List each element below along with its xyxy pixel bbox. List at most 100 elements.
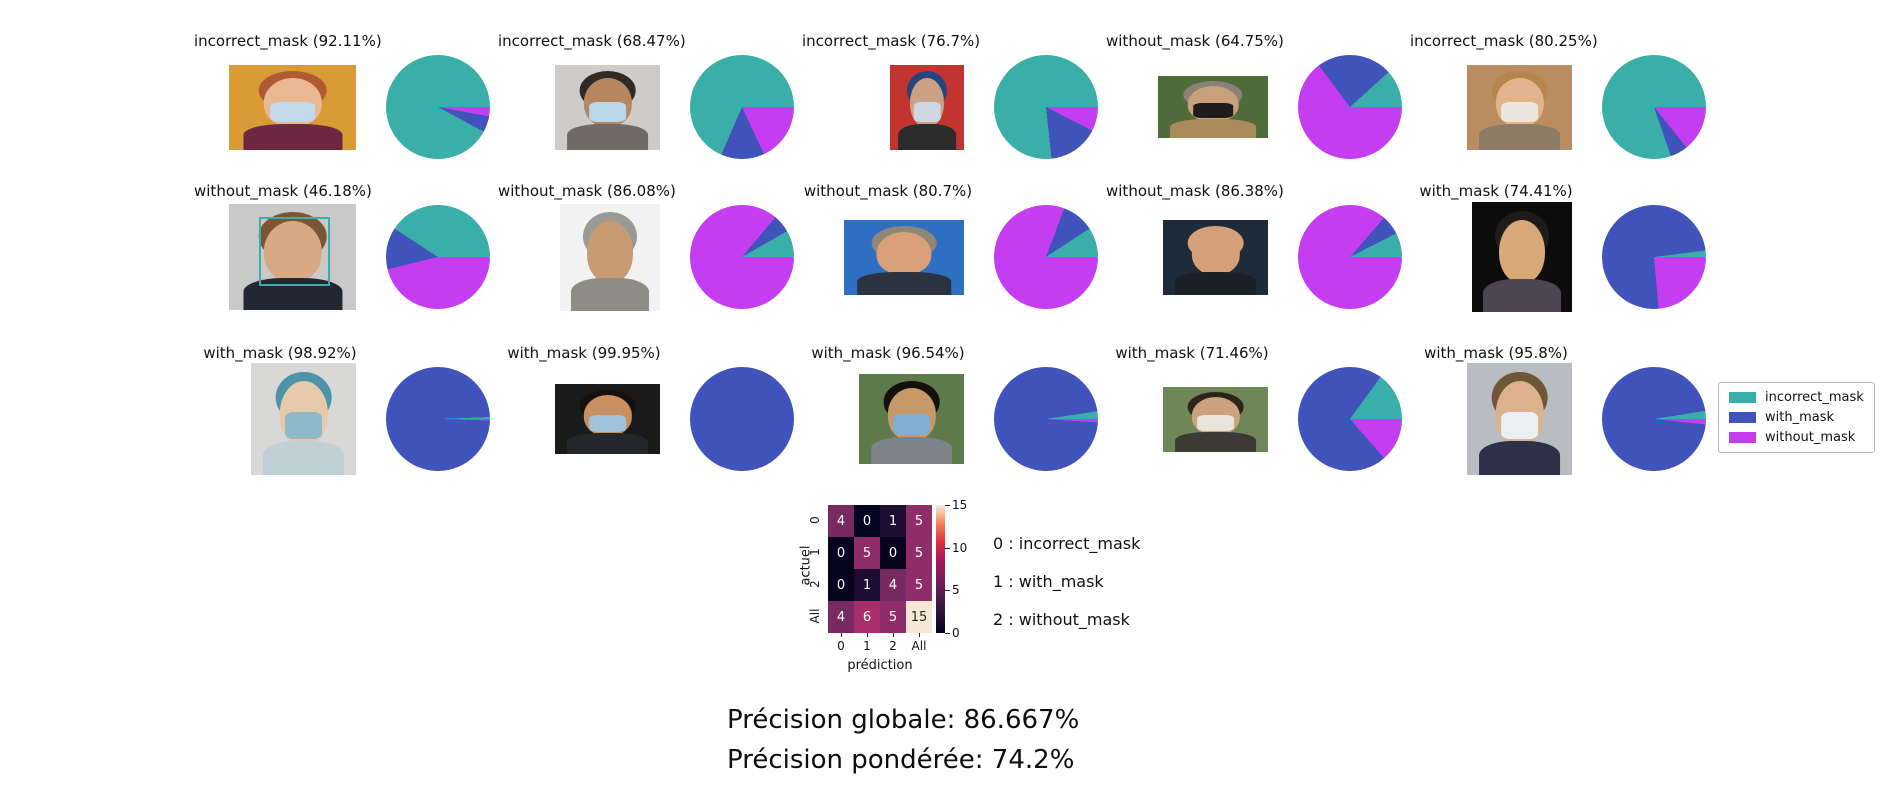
class-key: 0 : incorrect_mask 1 : with_mask 2 : wit… <box>993 533 1140 630</box>
face-detection-box <box>259 216 330 287</box>
prediction-cell: with_mask (71.46%) <box>1106 342 1402 482</box>
prediction-pie-chart <box>690 367 794 471</box>
photo-shirt-shape <box>1483 279 1561 312</box>
legend-label: without_mask <box>1765 430 1856 445</box>
photo-mask-shape <box>1500 101 1539 123</box>
photo-shirt-shape <box>1174 272 1257 295</box>
prediction-title: with_mask (96.54%) <box>811 344 965 362</box>
face-photo <box>1467 363 1572 475</box>
colorbar-tick-label: 15 <box>952 498 968 512</box>
confusion-matrix-xtick: All <box>911 639 927 653</box>
photo-mask-shape <box>588 414 627 432</box>
confusion-matrix-cell: 4 <box>880 569 906 601</box>
face-photo <box>555 64 660 150</box>
prediction-pie-chart <box>1298 205 1402 309</box>
legend-label: with_mask <box>1765 410 1835 425</box>
class-key-line: 1 : with_mask <box>993 572 1104 591</box>
prediction-body <box>194 202 490 312</box>
prediction-title: incorrect_mask (80.25%) <box>1410 32 1598 50</box>
prediction-body <box>194 363 490 475</box>
legend-item: incorrect_mask <box>1729 390 1864 405</box>
face-photo <box>229 204 356 310</box>
confusion-matrix-cell: 6 <box>854 601 880 633</box>
confusion-matrix-xtick: 1 <box>863 639 871 653</box>
photo-mask-shape <box>1196 415 1235 431</box>
confusion-matrix-cell: 1 <box>880 505 906 537</box>
prediction-body <box>498 52 794 162</box>
photo-mask-shape <box>588 101 627 123</box>
face-photo <box>229 64 356 150</box>
photo-shirt-shape <box>566 124 649 150</box>
face-photo <box>859 374 964 464</box>
colorbar-tick-label: 0 <box>952 626 960 640</box>
confusion-matrix-xtickmark <box>893 633 894 637</box>
confusion-matrix-cell: 0 <box>828 569 854 601</box>
confusion-matrix-xlabel: prédiction <box>847 658 913 673</box>
photo-shirt-shape <box>1170 119 1256 138</box>
prediction-body <box>1106 52 1402 162</box>
prediction-pie-chart <box>1602 55 1706 159</box>
confusion-matrix-cell: 5 <box>906 505 932 537</box>
confusion-matrix-ytick: 2 <box>808 580 822 588</box>
confusion-matrix-ytick: 0 <box>808 516 822 524</box>
face-photo <box>560 203 660 311</box>
confusion-matrix-cell: 0 <box>828 537 854 569</box>
photo-face-shape <box>263 220 322 283</box>
prediction-body <box>194 52 490 162</box>
photo-mask-shape <box>269 101 316 123</box>
legend-swatch-incorrect-mask <box>1729 392 1756 403</box>
prediction-body <box>1410 363 1706 475</box>
confusion-matrix-cell: 1 <box>854 569 880 601</box>
precision-ponderee-text: Précision pondérée: 74.2% <box>727 745 1075 775</box>
prediction-title: without_mask (80.7%) <box>803 182 973 200</box>
prediction-body <box>1106 202 1402 312</box>
prediction-cell: with_mask (98.92%) <box>194 342 490 482</box>
confusion-matrix-cell: 5 <box>880 601 906 633</box>
photo-shirt-shape <box>571 278 649 311</box>
class-key-line: 2 : without_mask <box>993 610 1130 629</box>
confusion-matrix-cells: 4 0 1 5 0 5 0 5 0 1 4 5 4 6 5 15 <box>828 505 932 633</box>
legend-swatch-with-mask <box>1729 412 1756 423</box>
confusion-matrix: actuel 4 0 1 5 0 5 0 5 0 1 4 5 4 6 5 15 0 1 2 All 0 1 2 All p… <box>780 498 1220 713</box>
photo-shirt-shape <box>1478 441 1561 475</box>
prediction-title: without_mask (46.18%) <box>194 182 372 200</box>
class-key-line: 0 : incorrect_mask <box>993 534 1141 553</box>
face-photo <box>1467 64 1572 150</box>
confusion-matrix-cell: 5 <box>854 537 880 569</box>
prediction-pie-chart <box>386 55 490 159</box>
prediction-title: with_mask (98.92%) <box>203 344 357 362</box>
legend-item: without_mask <box>1729 430 1864 445</box>
prediction-pie-chart <box>1602 367 1706 471</box>
prediction-body <box>498 364 794 474</box>
prediction-cell: without_mask (86.38%) <box>1106 180 1402 320</box>
confusion-matrix-ytick: 1 <box>808 548 822 556</box>
prediction-cell: incorrect_mask (76.7%) <box>802 30 1098 170</box>
prediction-pie-chart <box>994 205 1098 309</box>
face-photo <box>1472 202 1572 312</box>
legend-label: incorrect_mask <box>1765 390 1864 405</box>
confusion-matrix-xtickmark <box>841 633 842 637</box>
photo-face-shape <box>587 220 633 283</box>
colorbar-tickmark <box>945 590 950 592</box>
prediction-title: incorrect_mask (92.11%) <box>194 32 382 50</box>
confusion-matrix-xtickmark <box>867 633 868 637</box>
confusion-matrix-cell: 15 <box>906 601 932 633</box>
prediction-pie-chart <box>690 205 794 309</box>
photo-mask-shape <box>1193 103 1233 119</box>
prediction-body <box>1106 364 1402 474</box>
prediction-title: with_mask (95.8%) <box>1424 344 1568 362</box>
prediction-title: without_mask (86.38%) <box>1106 182 1284 200</box>
prediction-pie-chart <box>994 55 1098 159</box>
photo-mask-shape <box>892 413 931 436</box>
confusion-matrix-cell: 5 <box>906 569 932 601</box>
confusion-matrix-cell: 0 <box>854 505 880 537</box>
face-photo <box>555 384 660 454</box>
prediction-cell: without_mask (86.08%) <box>498 180 794 320</box>
face-photo <box>844 219 964 295</box>
prediction-pie-chart <box>994 367 1098 471</box>
face-photo <box>1158 76 1268 138</box>
confusion-matrix-xtick: 0 <box>837 639 845 653</box>
photo-mask-shape <box>1500 412 1539 440</box>
confusion-matrix-xtick: 2 <box>889 639 897 653</box>
